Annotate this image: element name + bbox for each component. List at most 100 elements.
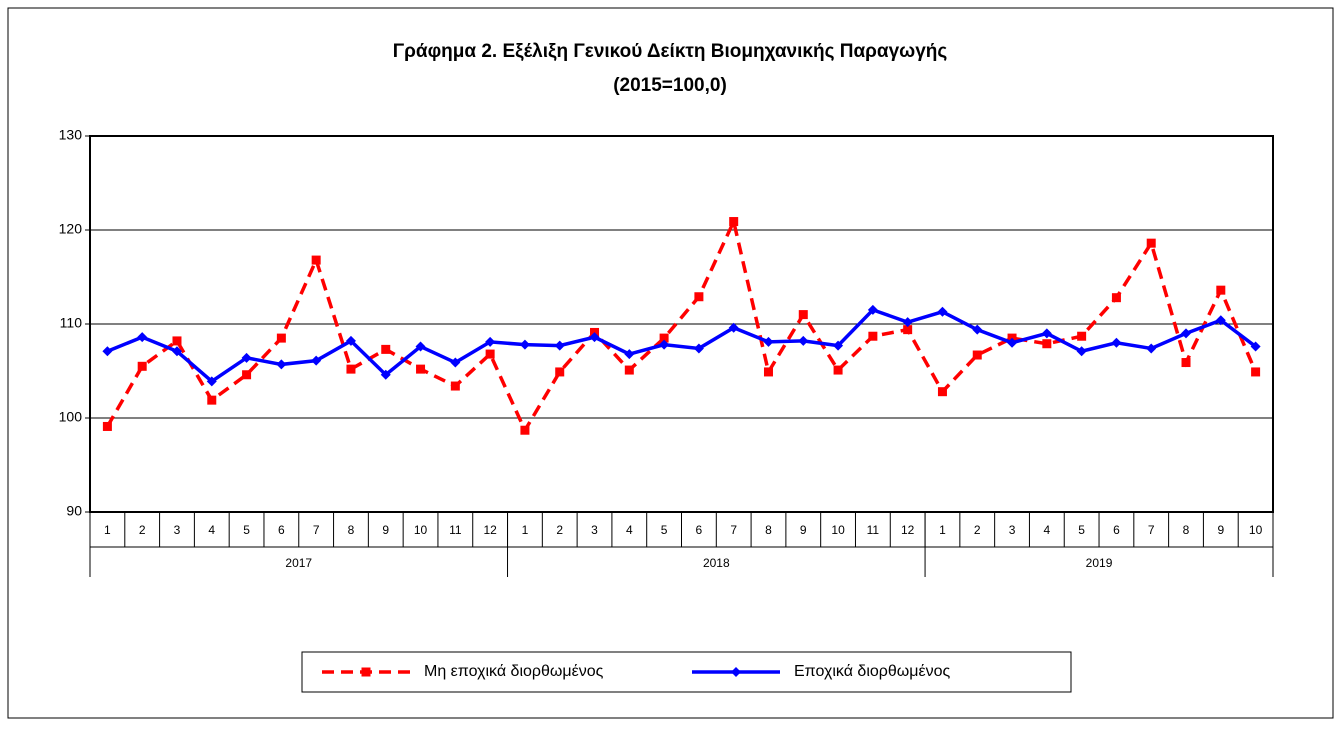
point-marker	[172, 336, 182, 346]
y-tick-label: 130	[59, 127, 83, 143]
legend-marker	[361, 667, 371, 677]
point-marker	[554, 340, 565, 351]
x-group-label: 2017	[285, 556, 312, 570]
x-tick-label: 9	[800, 523, 807, 537]
point-marker	[937, 306, 948, 317]
point-marker	[589, 332, 600, 343]
x-tick-label: 10	[831, 523, 845, 537]
point-marker	[450, 357, 461, 368]
x-tick-label: 5	[1078, 523, 1085, 537]
point-marker	[1007, 337, 1018, 348]
point-marker	[1216, 285, 1226, 295]
legend-label: Εποχικά διορθωμένος	[794, 663, 951, 680]
x-group-label: 2018	[703, 556, 730, 570]
y-tick-label: 110	[60, 315, 83, 331]
point-marker	[833, 340, 844, 351]
legend-marker	[731, 667, 741, 677]
point-marker	[416, 364, 426, 374]
point-marker	[1146, 343, 1157, 354]
x-tick-label: 12	[483, 523, 497, 537]
x-tick-label: 1	[522, 523, 529, 537]
series-line	[105, 216, 1258, 434]
point-marker	[972, 350, 982, 360]
point-marker	[276, 333, 286, 343]
x-tick-label: 10	[414, 523, 428, 537]
point-marker	[206, 376, 217, 387]
point-marker	[242, 370, 252, 380]
point-marker	[171, 346, 182, 357]
x-tick-label: 6	[696, 523, 703, 537]
x-tick-label: 5	[661, 523, 668, 537]
point-marker	[102, 421, 112, 431]
x-tick-label: 6	[1113, 523, 1120, 537]
point-marker	[833, 365, 843, 375]
x-tick-label: 9	[382, 523, 389, 537]
chart-subtitle: (2015=100,0)	[613, 75, 727, 96]
point-marker	[1251, 367, 1261, 377]
point-marker	[381, 344, 391, 354]
x-tick-label: 11	[867, 523, 880, 537]
point-marker	[868, 331, 878, 341]
point-marker	[485, 349, 495, 359]
x-tick-label: 4	[208, 523, 215, 537]
x-tick-label: 6	[278, 523, 285, 537]
point-marker	[902, 317, 913, 328]
point-marker	[693, 343, 704, 354]
point-marker	[1250, 341, 1261, 352]
point-marker	[1042, 339, 1052, 349]
chart-title: Γράφημα 2. Εξέλιξη Γενικού Δείκτη Βιομηχ…	[393, 41, 948, 62]
x-tick-label: 1	[104, 523, 111, 537]
x-tick-label: 7	[1148, 523, 1155, 537]
point-marker	[937, 387, 947, 397]
point-marker	[415, 341, 426, 352]
point-marker	[1181, 358, 1191, 368]
point-marker	[798, 310, 808, 320]
x-tick-label: 12	[901, 523, 915, 537]
point-marker	[345, 335, 356, 346]
x-tick-label: 2	[139, 523, 146, 537]
point-marker	[1111, 337, 1122, 348]
x-tick-label: 9	[1217, 523, 1224, 537]
x-tick-label: 1	[939, 523, 946, 537]
point-marker	[519, 339, 530, 350]
x-tick-label: 7	[730, 523, 737, 537]
point-marker	[867, 304, 878, 315]
legend-label: Μη εποχικά διορθωμένος	[424, 663, 604, 680]
point-marker	[728, 322, 739, 333]
point-marker	[241, 352, 252, 363]
x-tick-label: 5	[243, 523, 250, 537]
x-tick-label: 3	[1009, 523, 1016, 537]
point-marker	[1215, 315, 1226, 326]
point-marker	[555, 367, 565, 377]
x-tick-label: 4	[1043, 523, 1050, 537]
x-tick-label: 4	[626, 523, 633, 537]
point-marker	[1146, 238, 1156, 248]
point-marker	[624, 365, 634, 375]
chart-frame	[7, 7, 1334, 719]
point-marker	[972, 324, 983, 335]
x-tick-label: 8	[1183, 523, 1190, 537]
point-marker	[102, 346, 113, 357]
point-marker	[1077, 331, 1087, 341]
point-marker	[520, 425, 530, 435]
point-marker	[207, 395, 217, 405]
point-marker	[276, 359, 287, 370]
x-tick-label: 8	[348, 523, 355, 537]
point-marker	[137, 332, 148, 343]
x-tick-label: 7	[313, 523, 320, 537]
x-tick-label: 3	[174, 523, 181, 537]
x-tick-label: 2	[556, 523, 563, 537]
point-marker	[485, 336, 496, 347]
x-tick-label: 11	[449, 523, 462, 537]
point-marker	[763, 336, 774, 347]
point-marker	[729, 217, 739, 227]
point-marker	[1076, 346, 1087, 357]
point-marker	[659, 339, 670, 350]
y-tick-label: 90	[66, 503, 82, 519]
point-marker	[659, 333, 669, 343]
point-marker	[1041, 328, 1052, 339]
point-marker	[624, 349, 635, 360]
point-marker	[694, 292, 704, 302]
x-group-label: 2019	[1086, 556, 1113, 570]
point-marker	[763, 367, 773, 377]
